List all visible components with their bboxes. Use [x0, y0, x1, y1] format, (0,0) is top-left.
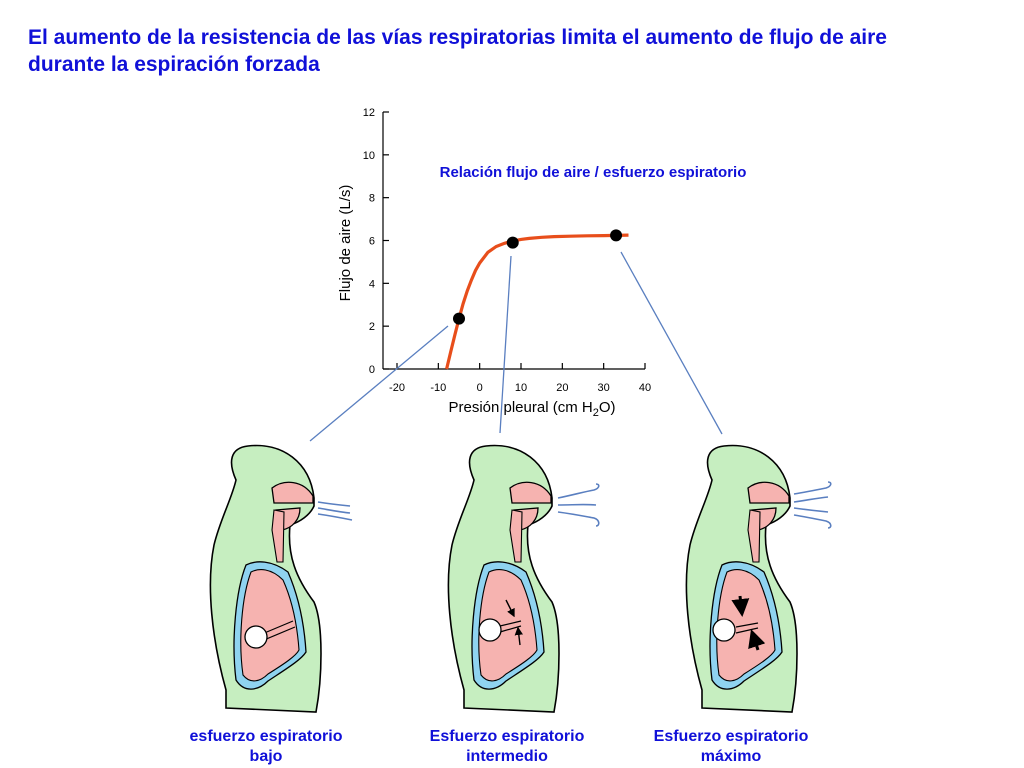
x-tick-label: 30: [598, 382, 610, 394]
flow-curve: [445, 233, 629, 370]
slide-title: El aumento de la resistencia de las vías…: [28, 24, 988, 78]
data-point: [610, 229, 623, 242]
y-axis-title: Flujo de aire (L/s): [337, 185, 354, 302]
chart-title: Relación flujo de aire / esfuerzo espira…: [440, 164, 747, 181]
slide-title-line2: durante la espiración forzada: [28, 53, 320, 76]
y-tick-label: 4: [369, 278, 375, 290]
airflow-chart: Relación flujo de aire / esfuerzo espira…: [337, 107, 746, 419]
connector-line-intermediate: [499, 255, 512, 434]
y-tick-label: 10: [363, 150, 375, 162]
y-tick-label: 2: [369, 321, 375, 333]
y-tick-label: 8: [369, 193, 375, 205]
x-ticks: -20 -10 0 10 20 30 40: [389, 363, 651, 394]
figure-intermediate-effort: [447, 444, 600, 713]
caption-maximum-effort: Esfuerzo espiratorio máximo: [653, 728, 809, 765]
figure-low-effort: [209, 444, 353, 713]
exhaled-air-lines: [793, 481, 832, 529]
compression-arrows: [731, 595, 766, 651]
data-point: [506, 236, 519, 249]
y-tick-label: 12: [363, 107, 375, 119]
exhaled-air-lines: [317, 501, 353, 521]
connector-line-low: [309, 325, 449, 442]
body-silhouette: [209, 444, 322, 713]
connector-line-maximum: [620, 251, 723, 435]
y-ticks: 0 2 4 6 8 10 12: [363, 107, 389, 376]
connector-lines: [309, 251, 723, 442]
x-tick-label: 20: [556, 382, 568, 394]
body-silhouette: [447, 444, 560, 713]
x-tick-label: 0: [477, 382, 483, 394]
x-tick-label: 10: [515, 382, 527, 394]
data-point: [453, 312, 465, 325]
exhaled-air-lines: [557, 483, 600, 527]
figure-maximum-effort: [685, 444, 832, 713]
data-points: [453, 229, 623, 325]
x-tick-label: -20: [389, 382, 405, 394]
caption-intermediate-effort: Esfuerzo espiratorio intermedio: [429, 728, 585, 765]
y-tick-label: 0: [369, 364, 375, 376]
x-tick-label: -10: [430, 382, 446, 394]
y-tick-label: 6: [369, 236, 375, 248]
x-tick-label: 40: [639, 382, 651, 394]
body-silhouette: [685, 444, 798, 713]
compression-arrows: [505, 599, 523, 646]
caption-low-effort: esfuerzo espiratorio bajo: [189, 728, 343, 765]
slide-title-line1: El aumento de la resistencia de las vías…: [28, 26, 887, 49]
x-axis-title: Presión pleural (cm H2O): [448, 399, 615, 419]
